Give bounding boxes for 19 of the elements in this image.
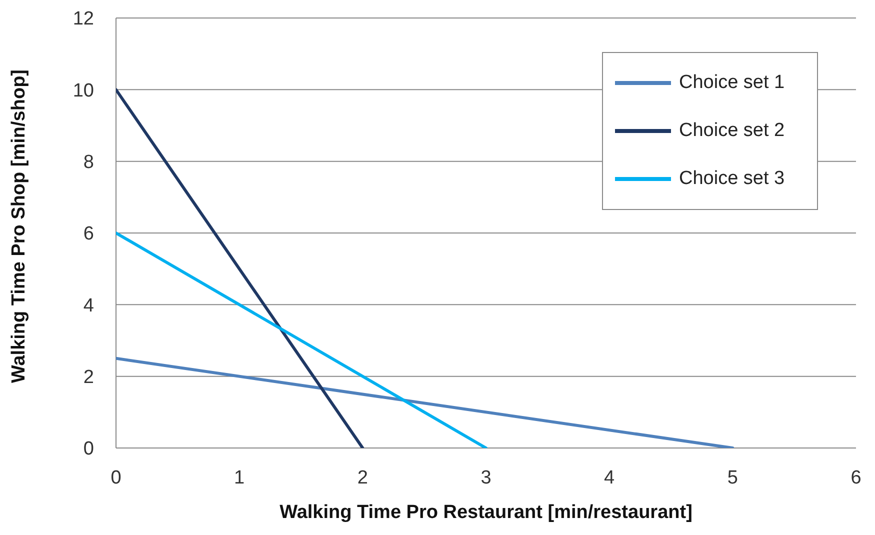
x-tick-label: 4 [604, 467, 616, 488]
y-tick-label: 10 [72, 80, 94, 102]
x-tick-label: 5 [727, 467, 738, 488]
y-axis-title: Walking Time Pro Shop [min/shop] [8, 69, 30, 383]
y-tick-label: 12 [72, 8, 94, 30]
legend-label: Choice set 1 [679, 71, 785, 95]
x-tick-label: 1 [234, 467, 245, 488]
y-tick-label: 6 [83, 224, 94, 245]
y-tick-label: 0 [83, 438, 94, 460]
y-tick-label: 2 [83, 367, 94, 388]
y-tick-label: 8 [83, 152, 94, 174]
x-axis-title: Walking Time Pro Restaurant [min/restaurant] [280, 502, 692, 523]
x-tick-label: 2 [357, 467, 368, 488]
x-tick-label: 6 [850, 467, 862, 488]
legend-label: Choice set 2 [679, 119, 785, 143]
x-tick-label: 0 [110, 467, 122, 488]
legend-label: Choice set 3 [679, 167, 785, 191]
x-tick-label: 3 [480, 467, 492, 488]
y-tick-label: 4 [83, 295, 94, 316]
